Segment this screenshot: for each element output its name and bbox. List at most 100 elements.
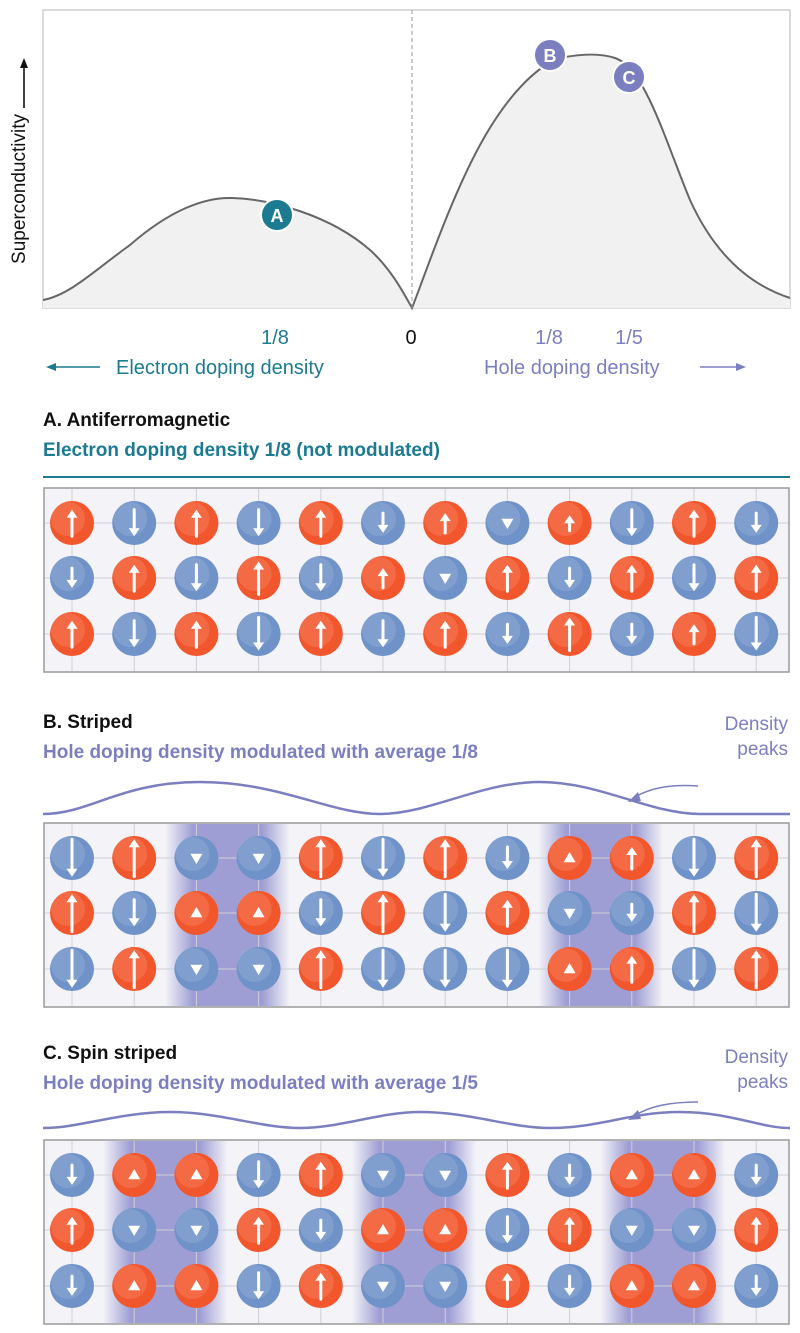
spin-down-site <box>112 612 157 656</box>
spin-down-site <box>236 1264 281 1308</box>
arrow-up-icon <box>688 624 700 633</box>
panel-c-lattice-svg <box>43 1139 790 1325</box>
arrow-up-icon <box>750 564 762 573</box>
arrow-up-icon <box>66 509 78 518</box>
panel-c-title: C. Spin striped <box>43 1043 178 1064</box>
spin-up-site <box>174 612 219 656</box>
spin-down-site <box>50 1264 94 1308</box>
panel-c-density-label-line2: peaks <box>737 1072 788 1093</box>
spin-down-site <box>734 1264 779 1308</box>
marker-a-label: A <box>271 206 284 226</box>
panel-c-subtitle: Hole doping density modulated with avera… <box>43 1073 478 1094</box>
arrow-up-icon <box>66 1216 78 1225</box>
arrow-up-icon <box>626 847 638 855</box>
arrow-down-icon <box>750 524 762 533</box>
spin-up-site <box>298 612 343 656</box>
spin-up-site <box>298 1264 343 1308</box>
arrow-down-icon <box>128 639 140 648</box>
spin-down-site <box>609 891 654 935</box>
arrow-up-icon <box>190 907 203 918</box>
spin-down-site <box>609 612 654 656</box>
spin-down-site <box>361 1153 405 1197</box>
spin-up-site <box>298 836 343 880</box>
arrow-down-icon <box>190 583 202 592</box>
arrow-up-icon <box>128 1169 141 1180</box>
spin-up-site <box>609 1264 654 1308</box>
arrow-down-icon <box>439 1170 452 1181</box>
arrow-down-icon <box>439 1281 452 1292</box>
hole-arrowhead-icon <box>736 363 746 371</box>
arrow-up-icon <box>564 1216 576 1225</box>
spin-up-site <box>423 1208 468 1252</box>
arrow-up-icon <box>66 620 78 629</box>
lattice-frame <box>43 487 790 673</box>
spin-up-site <box>50 501 94 545</box>
arrow-down-icon <box>501 1235 513 1244</box>
spin-down-site <box>174 947 219 991</box>
spin-up-site <box>112 1153 157 1197</box>
arrow-down-icon <box>377 979 389 988</box>
electron-tick-1-8: 1/8 <box>261 327 289 349</box>
arrow-down-icon <box>377 524 389 533</box>
arrow-up-icon <box>750 1216 762 1225</box>
arrow-down-icon <box>625 1225 638 1236</box>
arrow-down-icon <box>128 528 140 537</box>
spin-up-site <box>361 556 405 600</box>
spin-down-site <box>485 1208 530 1252</box>
spin-down-site <box>361 1264 405 1308</box>
marker-b-label: B <box>544 46 557 66</box>
spin-down-site <box>485 836 530 880</box>
spin-up-site <box>423 501 468 545</box>
spin-down-site <box>734 501 779 545</box>
arrow-up-icon <box>190 620 202 629</box>
spin-down-site <box>298 891 343 935</box>
arrow-down-icon <box>315 918 327 927</box>
spin-up-site <box>734 1208 779 1252</box>
panel-c-lattice <box>43 1139 790 1325</box>
arrow-down-icon <box>688 1225 700 1236</box>
panel-b-density-label-line2: peaks <box>737 739 788 760</box>
arrow-up-icon <box>626 955 638 964</box>
superconductivity-chart: A B C 1/8 0 1/8 1/5 Electron doping dens… <box>0 0 800 400</box>
arrow-down-icon <box>501 979 513 988</box>
arrow-down-icon <box>315 583 327 592</box>
electron-arrowhead-icon <box>46 363 56 371</box>
spin-up-site <box>485 1264 530 1308</box>
arrow-up-icon <box>439 620 451 629</box>
arrow-down-icon <box>66 579 78 588</box>
spin-down-site <box>112 501 157 545</box>
spin-up-site <box>361 891 405 935</box>
arrow-up-icon <box>688 1280 700 1291</box>
superconductivity-curve <box>42 53 791 311</box>
spin-down-site <box>547 556 592 600</box>
arrow-down-icon <box>564 579 576 588</box>
spin-down-site <box>50 1153 94 1197</box>
spin-down-site <box>50 836 94 880</box>
spin-up-site <box>672 501 716 545</box>
spin-up-site <box>174 891 219 935</box>
arrow-down-icon <box>253 1180 265 1189</box>
arrow-up-icon <box>190 509 202 518</box>
spin-up-site <box>485 556 530 600</box>
spin-up-site <box>174 501 219 545</box>
hole-axis-label: Hole doping density <box>484 357 660 379</box>
spin-up-site <box>50 1208 94 1252</box>
spin-down-site <box>50 556 94 600</box>
spin-down-site <box>236 612 281 656</box>
spin-down-site <box>174 1208 219 1252</box>
spin-down-site <box>174 556 219 600</box>
spin-down-site <box>423 556 468 600</box>
y-axis-label: Superconductivity <box>9 114 30 264</box>
spin-down-site <box>672 836 716 880</box>
spin-up-site <box>672 612 716 656</box>
arrow-down-icon <box>253 1291 265 1300</box>
arrow-up-icon <box>564 515 576 524</box>
spin-down-site <box>236 836 281 880</box>
arrow-down-icon <box>501 635 513 644</box>
spin-down-site <box>298 556 343 600</box>
spin-down-site <box>734 1153 779 1197</box>
spin-down-site <box>361 501 405 545</box>
spin-down-site <box>236 1153 281 1197</box>
superconductivity-area <box>43 54 790 308</box>
arrow-up-icon <box>128 839 140 848</box>
